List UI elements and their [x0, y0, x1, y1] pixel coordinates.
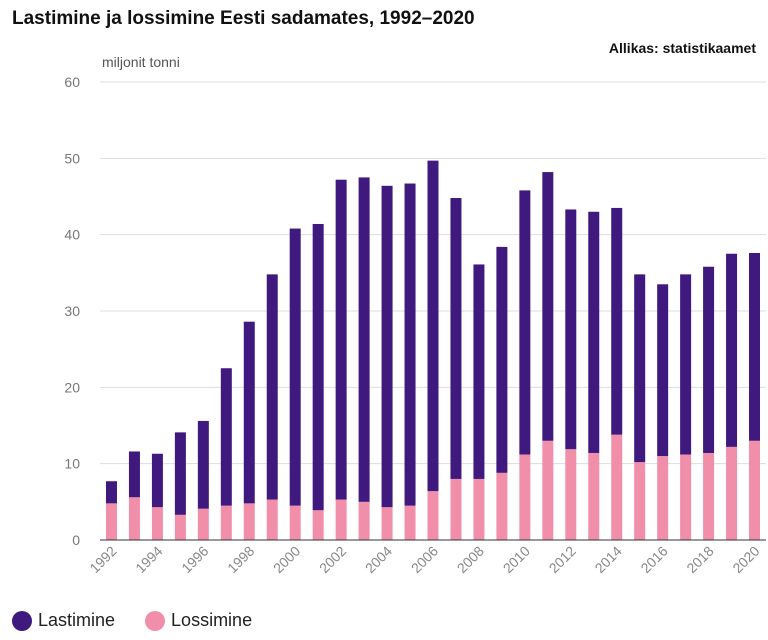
bar-lossimine-1992 — [105, 503, 117, 540]
bar-lossimine-2016 — [657, 456, 669, 540]
bar-lastimine-2017 — [680, 274, 692, 455]
bar-lossimine-2008 — [473, 478, 485, 540]
legend-label-lastimine: Lastimine — [38, 610, 116, 630]
bar-lastimine-1994 — [151, 453, 163, 508]
x-tick-label: 2014 — [592, 543, 625, 576]
bar-lastimine-1998 — [243, 321, 255, 504]
legend-swatch-lossimine — [145, 610, 166, 631]
bar-lastimine-2005 — [404, 183, 416, 506]
bar-lastimine-1996 — [197, 420, 209, 509]
bar-lastimine-2014 — [611, 207, 623, 435]
bar-lossimine-2010 — [519, 454, 531, 540]
legend-item-lastimine: Lastimine — [12, 610, 115, 631]
bar-lossimine-2020 — [749, 440, 761, 540]
bar-lossimine-1997 — [220, 505, 232, 540]
bar-lastimine-2015 — [634, 274, 646, 463]
bar-lossimine-1998 — [243, 503, 255, 540]
x-tick-label: 2010 — [500, 543, 533, 576]
bar-lastimine-2003 — [358, 177, 370, 502]
bar-lossimine-2004 — [381, 507, 393, 540]
source-label: Allikas: statistikaamet — [608, 40, 756, 56]
y-axis-ticks: 0 10 20 30 40 50 60 — [64, 74, 80, 548]
x-tick-label: 1998 — [224, 543, 257, 576]
bar-lossimine-2018 — [703, 452, 715, 540]
bar-lossimine-2015 — [634, 462, 646, 540]
bar-lastimine-2011 — [542, 172, 554, 441]
y-tick-label: 0 — [72, 532, 80, 548]
bar-lastimine-1999 — [266, 274, 278, 500]
bar-lastimine-2012 — [565, 209, 577, 450]
bar-lastimine-2013 — [588, 211, 600, 453]
bar-lastimine-2019 — [726, 253, 738, 447]
bar-lastimine-2020 — [749, 252, 761, 441]
x-tick-label: 2004 — [362, 543, 395, 576]
y-axis-unit-label: miljonit tonni — [102, 54, 180, 70]
bar-lossimine-2013 — [588, 452, 600, 540]
bar-lastimine-2006 — [427, 160, 439, 492]
bar-lastimine-2009 — [496, 246, 508, 473]
bar-lossimine-2001 — [312, 510, 324, 540]
y-tick-label: 40 — [64, 227, 80, 243]
bar-lossimine-2006 — [427, 491, 439, 540]
bar-lastimine-2008 — [473, 264, 485, 479]
bar-lastimine-1992 — [105, 481, 117, 504]
x-tick-label: 2000 — [270, 543, 303, 576]
x-tick-label: 2002 — [316, 543, 349, 576]
bar-lastimine-2001 — [312, 223, 324, 511]
y-tick-label: 20 — [64, 379, 80, 395]
bar-lastimine-2010 — [519, 190, 531, 455]
y-tick-label: 60 — [64, 74, 80, 90]
bars — [105, 160, 761, 540]
bar-lossimine-2003 — [358, 501, 370, 540]
bar-lastimine-1995 — [174, 432, 186, 515]
y-tick-label: 50 — [64, 150, 80, 166]
legend-swatch-lastimine — [12, 610, 32, 631]
bar-lastimine-2004 — [381, 185, 393, 508]
bar-lossimine-1999 — [266, 499, 278, 540]
bar-lastimine-1993 — [128, 451, 140, 498]
bar-lossimine-2000 — [289, 505, 301, 540]
legend: Lastimine Lossimine — [12, 610, 282, 631]
x-tick-label: 2018 — [683, 543, 716, 576]
bar-lastimine-2007 — [450, 198, 462, 479]
bar-lastimine-2002 — [335, 179, 347, 500]
x-tick-label: 1994 — [132, 543, 165, 576]
bar-lossimine-2014 — [611, 434, 623, 540]
bar-lastimine-2018 — [703, 266, 715, 453]
bar-lossimine-1995 — [174, 514, 186, 540]
bar-lossimine-2017 — [680, 454, 692, 540]
bar-lossimine-2012 — [565, 449, 577, 540]
x-axis-ticks: 1992 1994 1996 1998 2000 2002 2004 2006 2008 2010… — [86, 543, 763, 576]
legend-item-lossimine: Lossimine — [145, 610, 252, 631]
bar-lastimine-2000 — [289, 228, 301, 506]
y-tick-label: 30 — [64, 303, 80, 319]
x-tick-label: 2008 — [454, 543, 487, 576]
bar-lossimine-2019 — [726, 446, 738, 540]
x-tick-label: 2020 — [729, 543, 762, 576]
legend-label-lossimine: Lossimine — [171, 610, 253, 630]
y-tick-label: 10 — [64, 456, 80, 472]
bar-lastimine-1997 — [220, 368, 232, 506]
x-tick-label: 2016 — [637, 543, 670, 576]
bar-lossimine-2011 — [542, 440, 554, 540]
x-tick-label: 2006 — [408, 543, 441, 576]
bar-lossimine-2007 — [450, 478, 462, 540]
bar-lastimine-2016 — [657, 284, 669, 457]
x-tick-label: 2012 — [546, 543, 579, 576]
x-tick-label: 1992 — [86, 543, 119, 576]
bar-lossimine-1996 — [197, 508, 209, 540]
chart-title: Lastimine ja lossimine Eesti sadamates, … — [12, 8, 475, 29]
bar-lossimine-1994 — [151, 507, 163, 540]
bar-lossimine-1993 — [128, 497, 140, 540]
bar-lossimine-2002 — [335, 499, 347, 540]
bar-lossimine-2005 — [404, 505, 416, 540]
bar-lossimine-2009 — [496, 472, 508, 540]
x-tick-label: 1996 — [178, 543, 211, 576]
